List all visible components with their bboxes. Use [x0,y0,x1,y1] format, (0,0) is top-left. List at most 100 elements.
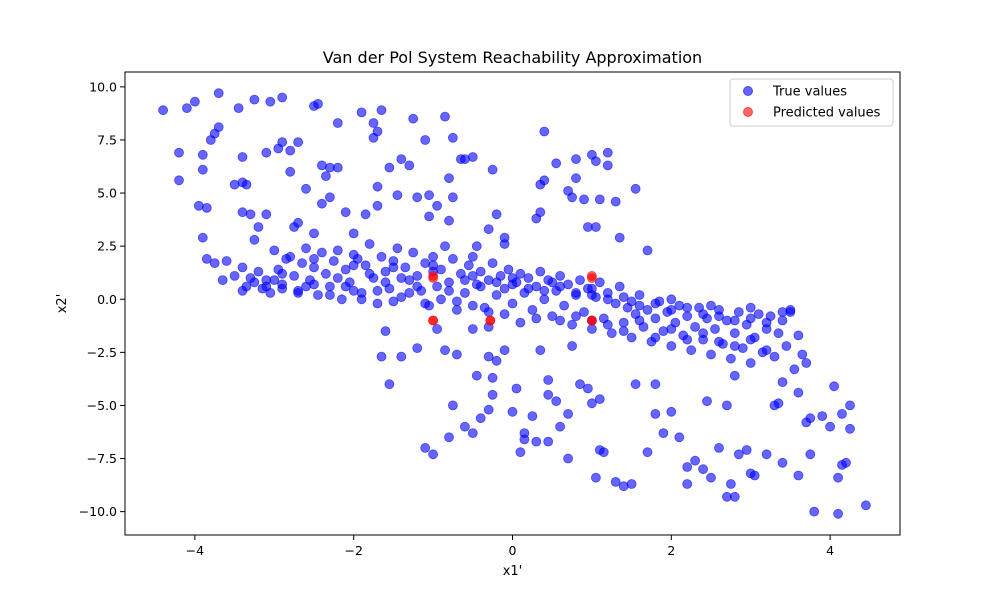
y-tick-label: 2.5 [97,239,117,254]
true-values-point [447,400,458,411]
true-values-point [309,253,319,264]
x-tick-label: 0 [509,543,517,558]
true-values-point [412,343,423,354]
true-values-point [324,290,335,300]
true-values-point [523,273,534,283]
true-values-point [293,287,304,298]
true-values-point [376,351,387,362]
true-values-point [555,270,565,281]
true-values-point [285,251,296,262]
true-values-point [845,423,855,434]
legend-label-predicted-values: Predicted values [773,106,881,121]
true-values-point [503,264,514,275]
true-values-point [527,411,538,422]
true-values-point [591,222,601,232]
true-values-point [467,152,478,162]
true-values-point [444,173,454,184]
true-values-point [829,381,839,392]
true-values-point [277,268,288,279]
true-values-point [380,277,391,288]
true-values-point [467,300,478,311]
true-values-point [837,408,847,419]
true-values-point [332,245,343,256]
points-layer [158,88,871,519]
true-values-point [293,137,304,148]
true-values-point [376,251,387,262]
true-values-point [412,281,423,292]
true-values-point [483,404,494,415]
true-values-point [451,304,462,315]
true-values-point [499,309,510,320]
true-values-point [714,311,724,322]
true-values-point [761,317,772,328]
true-values-point [444,285,454,296]
true-values-point [575,379,585,390]
true-values-point [420,298,431,309]
true-values-point [539,294,550,305]
true-values-point [483,307,494,317]
true-values-point [253,222,264,232]
true-values-point [217,275,228,286]
true-values-point [209,258,220,269]
true-values-point [356,107,367,118]
true-values-point [610,476,621,487]
true-values-point [706,349,716,360]
true-values-point [666,304,677,315]
true-values-point [602,160,613,171]
true-values-point [388,296,399,307]
true-values-point [213,122,224,133]
true-values-point [428,251,439,262]
true-values-point [301,243,311,254]
true-values-point [833,472,843,483]
true-values-point [797,349,808,360]
true-values-point [714,442,724,453]
true-values-point [364,268,375,279]
true-values-point [690,455,700,466]
true-values-point [392,243,403,254]
true-values-point [793,387,804,398]
y-axis-ticks: −10.0 −7.5 −5.0 −2.5 0.0 2.5 5.0 7.5 10.0 [79,79,125,519]
true-values-point [698,464,708,475]
true-values-point [174,147,184,158]
true-values-point [285,166,296,177]
true-values-point [527,304,538,315]
true-values-point [805,449,816,460]
y-tick-label: −5.0 [87,398,117,413]
true-values-point [376,105,387,116]
true-values-point [197,164,208,175]
true-values-point [547,277,558,288]
true-values-point [265,96,276,107]
true-values-point [404,160,415,171]
true-values-point [309,228,319,239]
true-values-point [535,345,546,356]
true-values-point [563,453,573,464]
true-values-point [579,194,589,205]
true-values-point [745,358,756,368]
true-values-point [396,292,407,303]
predicted-values-point [428,315,439,326]
true-values-point [197,232,208,243]
true-values-point [364,239,375,249]
true-values-point [396,154,407,165]
true-values-point [543,375,554,385]
true-values-point [749,470,760,481]
true-values-point [372,298,383,309]
true-values-point [261,209,272,220]
true-values-point [587,398,597,409]
true-values-point [241,179,252,190]
true-values-point [793,470,804,481]
true-values-point [567,341,577,351]
true-values-point [400,262,411,273]
true-values-point [809,506,820,517]
true-values-point [567,319,577,330]
true-values-point [444,277,454,288]
true-values-point [253,266,264,277]
true-values-point [567,192,577,203]
true-values-point [309,101,319,111]
true-values-point [289,270,300,281]
true-values-point [320,171,331,182]
x-axis-ticks: −4 −2 0 2 4 [186,535,834,558]
true-values-point [444,215,454,226]
true-values-point [491,209,502,220]
true-values-point [741,445,752,455]
